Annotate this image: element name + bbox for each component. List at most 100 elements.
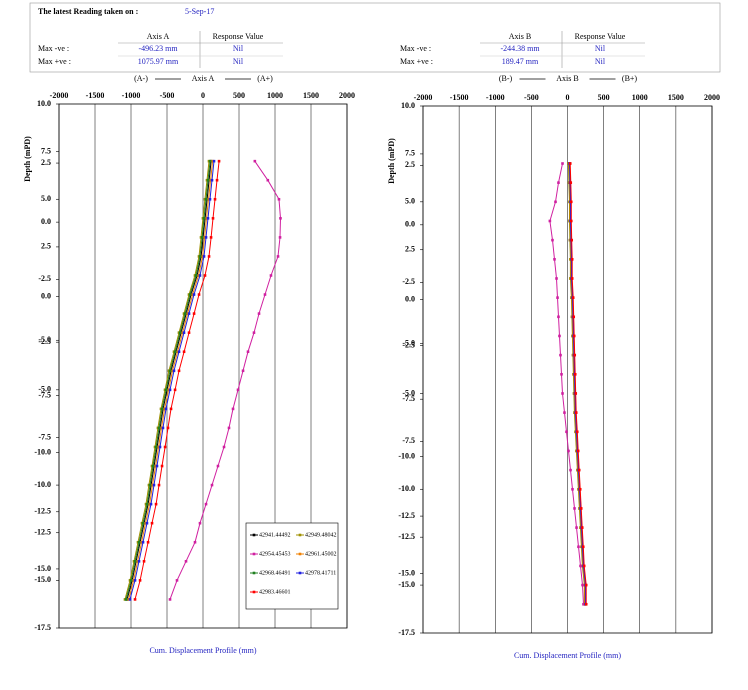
point	[168, 598, 172, 601]
row-label: Max +ve :	[400, 57, 433, 66]
point	[205, 217, 208, 220]
point	[277, 197, 281, 201]
point	[198, 274, 202, 277]
x-tick-label: 2000	[704, 93, 720, 102]
response-value: Nil	[595, 44, 606, 53]
point	[136, 560, 139, 563]
point	[573, 507, 576, 510]
point	[209, 236, 213, 239]
point	[140, 540, 143, 544]
point	[571, 487, 574, 491]
point	[582, 602, 585, 606]
y-tick-label: -2.5	[402, 277, 415, 286]
point	[276, 255, 280, 258]
point	[266, 178, 270, 182]
point	[164, 407, 168, 411]
point	[263, 293, 267, 296]
y-tick-label: -12.5	[34, 528, 51, 537]
legend-swatch	[252, 533, 256, 537]
series-line	[569, 163, 586, 605]
point	[198, 255, 202, 258]
point	[172, 369, 176, 373]
point	[231, 407, 235, 411]
x-axis-title: Cum. Displacement Profile (mm)	[514, 651, 621, 660]
y-tick-label: -5.0	[38, 335, 51, 344]
point	[144, 521, 147, 525]
point	[571, 296, 575, 299]
y-tick-label: 2.5	[41, 158, 51, 167]
response-value: Nil	[595, 57, 606, 66]
point	[217, 159, 221, 163]
point	[570, 277, 574, 280]
point	[553, 258, 556, 261]
point	[574, 411, 578, 414]
point	[202, 255, 206, 258]
y-tick-label: 10.0	[37, 99, 51, 108]
point	[582, 564, 586, 568]
series-line	[549, 163, 584, 605]
point	[216, 464, 220, 468]
point	[124, 598, 128, 601]
y-tick-label: -7.5	[402, 436, 415, 445]
point	[129, 579, 133, 582]
point	[142, 560, 146, 563]
point	[183, 312, 187, 315]
point	[563, 411, 566, 414]
point	[569, 200, 573, 204]
point	[252, 331, 256, 334]
point	[573, 372, 577, 376]
point	[197, 274, 200, 277]
x-tick-label: 1000	[267, 91, 283, 100]
axis-legend-name: Axis B	[556, 74, 578, 83]
x-tick-label: 0	[566, 93, 570, 102]
x-axis-title: Cum. Displacement Profile (mm)	[149, 646, 256, 655]
x-tick-label: -1500	[86, 91, 105, 100]
point	[150, 521, 154, 525]
y-tick-label: -7.5	[38, 390, 51, 399]
x-tick-label: 1000	[632, 93, 648, 102]
point	[177, 350, 181, 354]
legend-label: 42978.41711	[305, 570, 336, 576]
point	[577, 468, 581, 472]
point	[570, 238, 573, 242]
point	[575, 526, 578, 529]
y-tick-label: -2.5	[38, 274, 51, 283]
point	[573, 353, 577, 357]
point	[201, 255, 204, 258]
series-line	[169, 160, 282, 600]
point	[554, 200, 557, 204]
legend-label: 42949.48042	[305, 532, 337, 538]
x-tick-label: 1500	[668, 93, 684, 102]
y-tick-label: -2.5	[38, 337, 51, 346]
legend-label: 42941.44492	[259, 532, 291, 538]
max-value: -244.38 mm	[500, 44, 540, 53]
point	[166, 426, 170, 430]
y-tick-label: 10.0	[401, 101, 415, 110]
point	[213, 197, 217, 201]
legend-label: 42983.46601	[259, 589, 291, 595]
header-box	[29, 2, 721, 73]
point	[574, 392, 578, 395]
y-axis-title: Depth (mPD)	[387, 138, 396, 184]
point	[193, 540, 197, 544]
axis-legend-pos: (B+)	[622, 74, 638, 83]
point	[154, 502, 158, 506]
point	[163, 445, 167, 449]
x-tick-label: 0	[201, 91, 205, 100]
point	[207, 197, 210, 201]
y-tick-label: 5.0	[405, 197, 415, 206]
point	[208, 159, 212, 163]
point	[198, 521, 202, 525]
point	[141, 540, 145, 544]
y-tick-label: -7.5	[38, 432, 51, 441]
point	[151, 483, 154, 487]
header-title: The latest Reading taken on :	[38, 7, 138, 16]
point	[577, 545, 580, 549]
point	[204, 197, 208, 201]
series-line	[126, 161, 212, 600]
x-tick-label: -500	[160, 91, 175, 100]
x-tick-label: 500	[233, 91, 245, 100]
point	[157, 426, 161, 430]
point	[164, 388, 168, 392]
